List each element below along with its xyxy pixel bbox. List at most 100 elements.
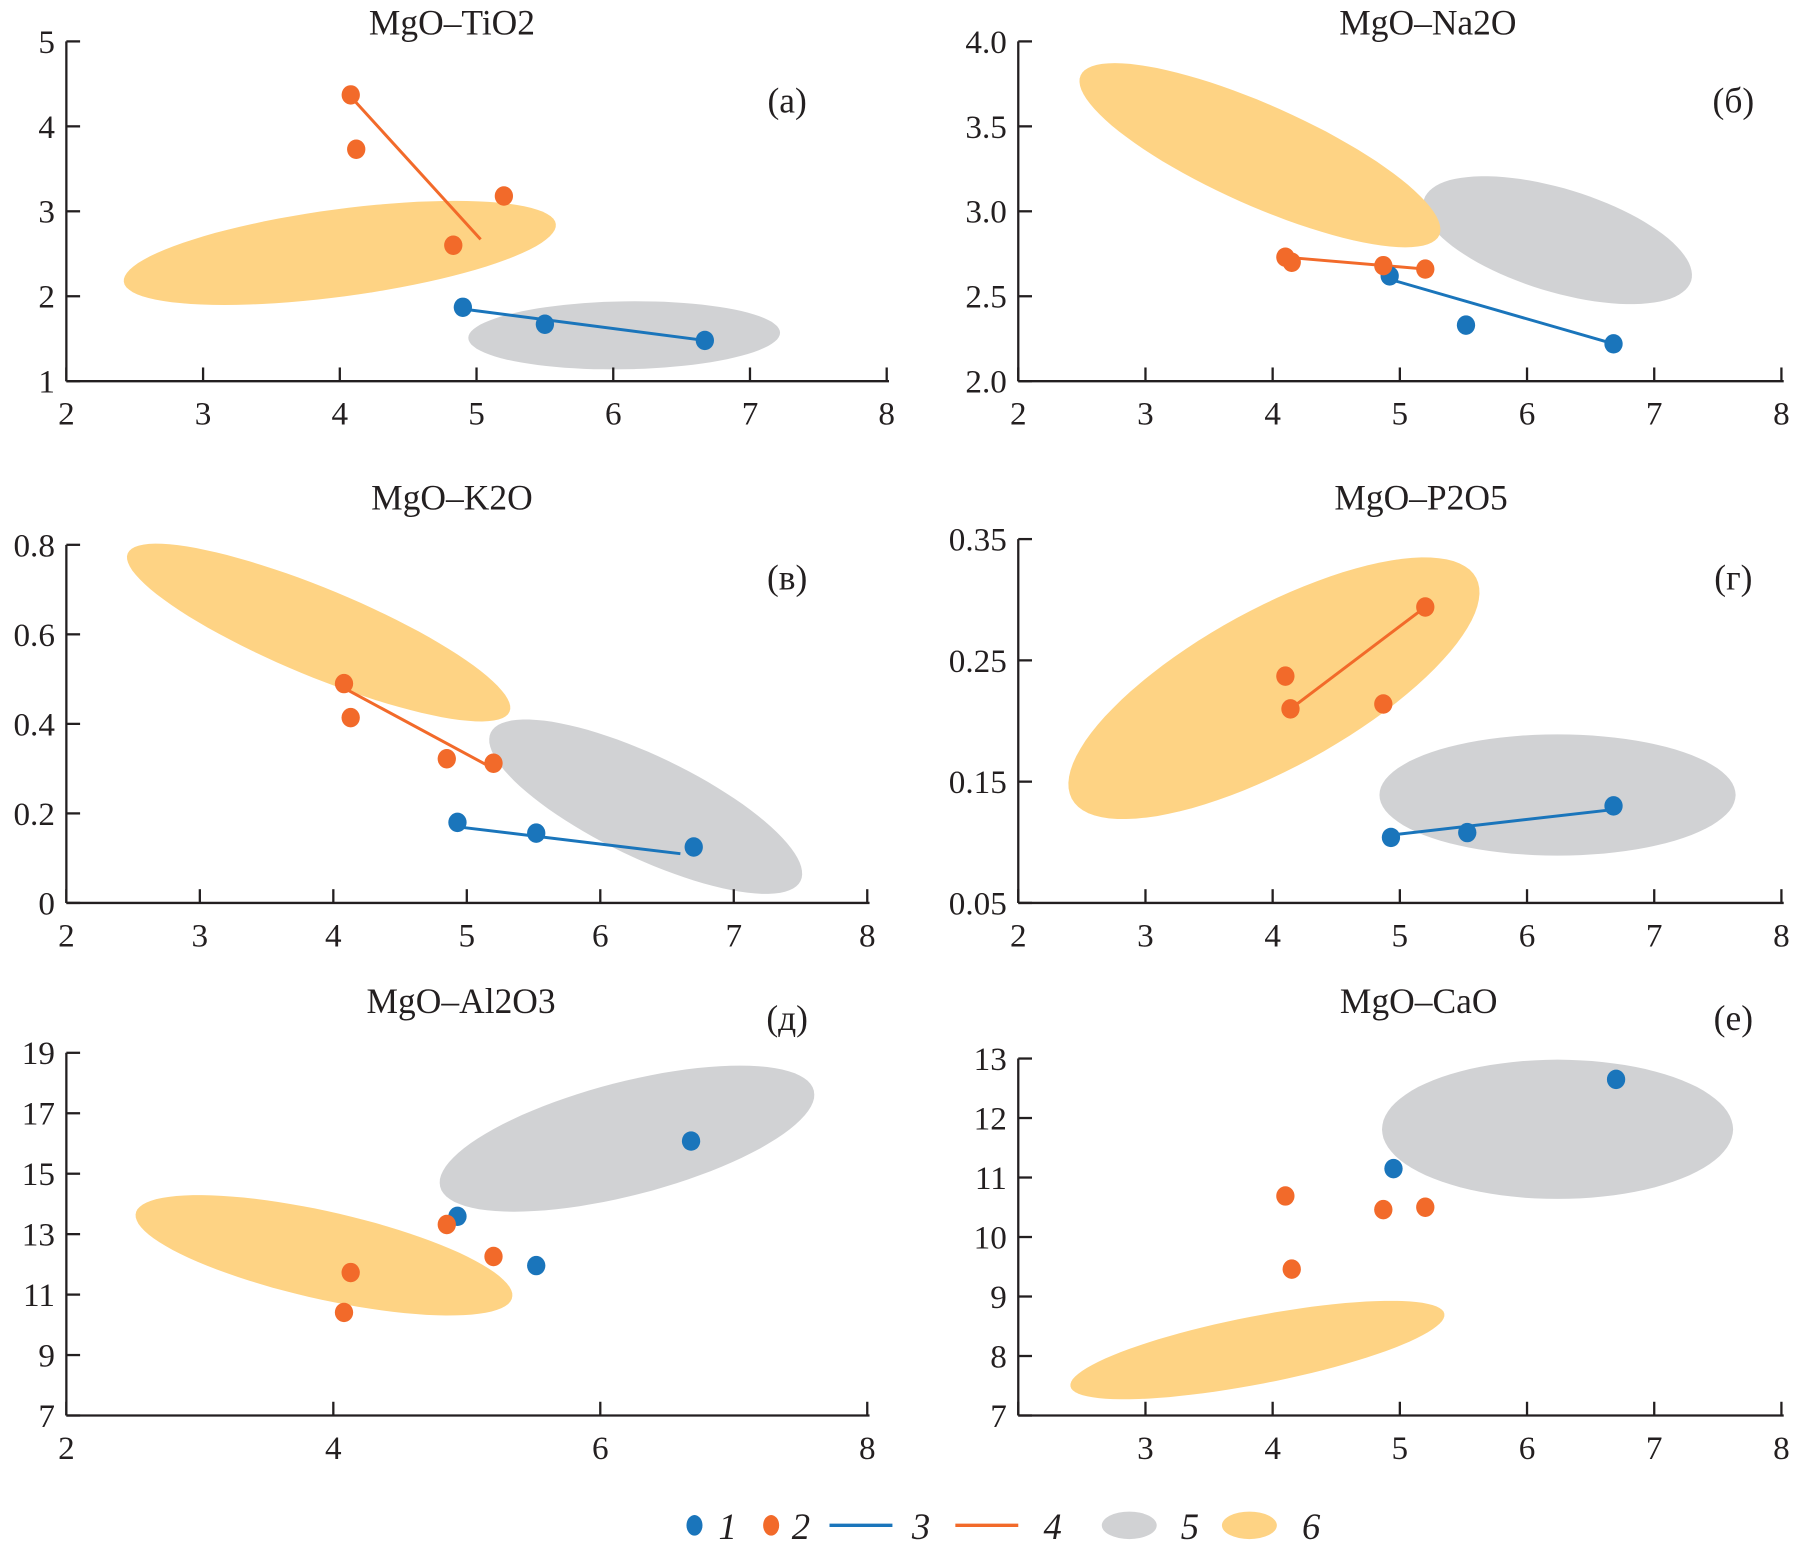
legend-item-6: 6 (1221, 1506, 1321, 1547)
x-tick-label: 8 (1773, 1430, 1790, 1467)
x-tick-label: 8 (1773, 917, 1790, 954)
panel-title: MgO–CaO (1340, 981, 1498, 1021)
panel-title: MgO–P2O5 (1334, 477, 1507, 517)
panel-label: (а) (767, 80, 806, 120)
y-tick-label: 0.25 (949, 643, 1007, 680)
field5-ellipse (1379, 734, 1736, 856)
series2-point (1276, 1186, 1295, 1206)
legend-point-marker (686, 1515, 703, 1536)
field6-ellipse (1070, 1300, 1445, 1400)
y-tick-label: 2 (38, 279, 55, 316)
series2-point (334, 673, 354, 694)
series1-point (1604, 796, 1623, 816)
x-tick-label: 7 (1646, 917, 1663, 954)
y-tick-label: 9 (990, 1279, 1007, 1316)
x-tick-label: 3 (1137, 396, 1154, 433)
panel-title: MgO–K2O (371, 477, 533, 517)
series2-point (1282, 252, 1301, 272)
series2-point (1416, 259, 1435, 279)
panel-label: (г) (1714, 557, 1752, 597)
series2-point (484, 1246, 503, 1267)
series2-point (1282, 1259, 1301, 1279)
y-tick-label: 4.0 (965, 24, 1006, 61)
field5-ellipse (439, 1065, 815, 1212)
series1-point (527, 823, 546, 843)
series2-point (444, 235, 463, 256)
y-tick-label: 8 (990, 1338, 1007, 1375)
field6-ellipse (1079, 63, 1441, 248)
series1-point (684, 837, 703, 857)
panel-2: 2 3 4 5 6 7 8 2.0 2.5 3.0 3.5 4.0 MgO–Na2O (б) (965, 3, 1789, 433)
series2-point (494, 186, 514, 206)
series3-line (462, 307, 706, 342)
y-tick-label: 12 (974, 1100, 1007, 1137)
x-tick-label: 6 (1519, 396, 1536, 433)
series3-line (1390, 808, 1614, 837)
x-tick-label: 6 (592, 917, 609, 954)
y-tick-label: 17 (22, 1096, 55, 1133)
y-tick-label: 0.35 (949, 522, 1007, 559)
series2-point (437, 1214, 456, 1235)
legend-label: 5 (1181, 1506, 1199, 1547)
field5-ellipse (1423, 176, 1692, 305)
legend-item-3: 3 (829, 1506, 930, 1547)
x-tick-label: 5 (468, 396, 485, 433)
x-tick-label: 5 (1392, 396, 1409, 433)
panel-4: 2 3 4 5 6 7 8 0.05 0.15 0.25 0.35 MgO–P2O5 (г) (949, 477, 1790, 954)
field6-ellipse (1068, 557, 1480, 820)
legend-ellipse-marker (1101, 1511, 1157, 1540)
x-tick-label: 4 (1264, 396, 1281, 433)
panel-title: MgO–TiO2 (369, 3, 535, 43)
y-tick-label: 9 (38, 1337, 55, 1374)
x-tick-label: 2 (1010, 396, 1027, 433)
x-tick-label: 4 (325, 1430, 342, 1467)
x-tick-label: 4 (332, 396, 349, 433)
legend-label: 6 (1302, 1506, 1321, 1547)
y-tick-label: 4 (38, 109, 55, 146)
series1-point (448, 812, 467, 833)
series1-point (1456, 315, 1476, 335)
y-tick-label: 0.2 (13, 796, 54, 833)
y-tick-label: 5 (38, 24, 55, 61)
series4-line (1289, 605, 1427, 711)
series2-point (484, 753, 503, 773)
series2-point (1374, 255, 1393, 276)
x-tick-label: 3 (1137, 917, 1154, 954)
legend-ellipse-marker (1221, 1511, 1277, 1540)
panel-title: MgO–Al2O3 (367, 981, 556, 1021)
series2-point (334, 1302, 354, 1323)
y-tick-label: 0.4 (13, 706, 55, 743)
x-tick-label: 3 (1137, 1430, 1154, 1467)
series1-point (453, 297, 473, 318)
x-tick-label: 3 (195, 396, 212, 433)
field5-ellipse (1381, 1059, 1734, 1199)
x-tick-label: 7 (1646, 1430, 1663, 1467)
series2-point (347, 139, 366, 160)
series1-point (1384, 1158, 1403, 1179)
field6-ellipse (135, 1195, 513, 1316)
series1-point (527, 1255, 546, 1276)
legend-label: 1 (719, 1506, 737, 1547)
legend-label: 2 (792, 1506, 810, 1547)
panel-title: MgO–Na2O (1339, 3, 1516, 43)
x-tick-label: 8 (1773, 396, 1790, 433)
x-tick-label: 6 (1519, 1430, 1536, 1467)
series2-point (341, 1262, 360, 1283)
field6-ellipse (126, 543, 511, 722)
panel-label: (б) (1713, 80, 1755, 120)
series3-line (1389, 277, 1614, 346)
y-tick-label: 11 (975, 1160, 1007, 1197)
y-tick-label: 0 (38, 885, 55, 922)
series1-point (535, 314, 555, 335)
x-tick-label: 8 (859, 917, 876, 954)
y-tick-label: 3.5 (965, 109, 1006, 146)
field5-ellipse (468, 301, 781, 370)
series3-line (457, 825, 681, 856)
series2-point (341, 707, 360, 728)
y-tick-label: 0.05 (949, 885, 1007, 922)
y-tick-label: 7 (38, 1398, 55, 1435)
panel-label: (е) (1714, 998, 1753, 1038)
y-tick-label: 1 (38, 364, 55, 401)
x-tick-label: 6 (1519, 917, 1536, 954)
